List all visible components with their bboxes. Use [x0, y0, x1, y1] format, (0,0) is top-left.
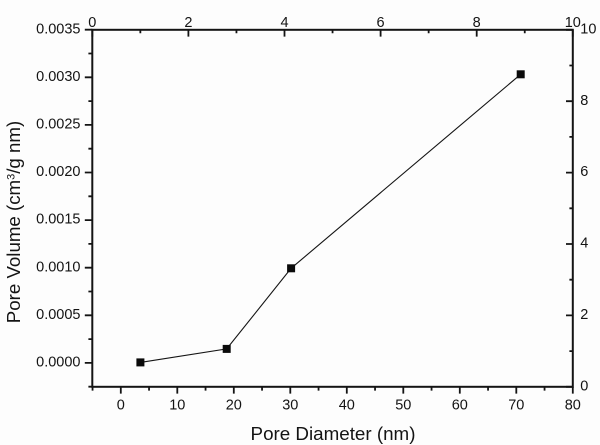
svg-text:0.0015: 0.0015	[36, 212, 80, 228]
svg-text:8: 8	[473, 15, 481, 31]
svg-text:80: 80	[565, 398, 581, 414]
svg-text:20: 20	[226, 398, 242, 414]
svg-text:10: 10	[565, 15, 581, 31]
svg-text:0: 0	[88, 15, 96, 31]
svg-text:Pore Diameter (nm): Pore Diameter (nm)	[251, 423, 416, 444]
svg-text:6: 6	[580, 164, 588, 180]
svg-text:0.0005: 0.0005	[36, 307, 80, 323]
svg-text:8: 8	[580, 93, 588, 109]
svg-text:Pore Volume (cm3/g nm): Pore Volume (cm3/g nm)	[3, 121, 24, 323]
svg-text:0: 0	[117, 398, 125, 414]
svg-text:30: 30	[282, 398, 298, 414]
svg-text:10: 10	[580, 21, 596, 37]
svg-text:0: 0	[580, 378, 588, 394]
svg-text:50: 50	[395, 398, 411, 414]
svg-text:40: 40	[339, 398, 355, 414]
svg-text:4: 4	[280, 15, 288, 31]
svg-text:2: 2	[184, 15, 192, 31]
svg-text:2: 2	[580, 307, 588, 323]
svg-text:0.0025: 0.0025	[36, 117, 80, 133]
svg-text:0.0030: 0.0030	[36, 69, 80, 85]
svg-text:0.0035: 0.0035	[36, 21, 80, 37]
svg-text:0.0020: 0.0020	[36, 164, 80, 180]
svg-text:70: 70	[508, 398, 524, 414]
svg-text:6: 6	[377, 15, 385, 31]
svg-text:0.0010: 0.0010	[36, 259, 80, 275]
svg-text:10: 10	[169, 398, 185, 414]
svg-text:60: 60	[452, 398, 468, 414]
svg-text:0.0000: 0.0000	[36, 355, 80, 371]
svg-text:4: 4	[580, 236, 588, 252]
